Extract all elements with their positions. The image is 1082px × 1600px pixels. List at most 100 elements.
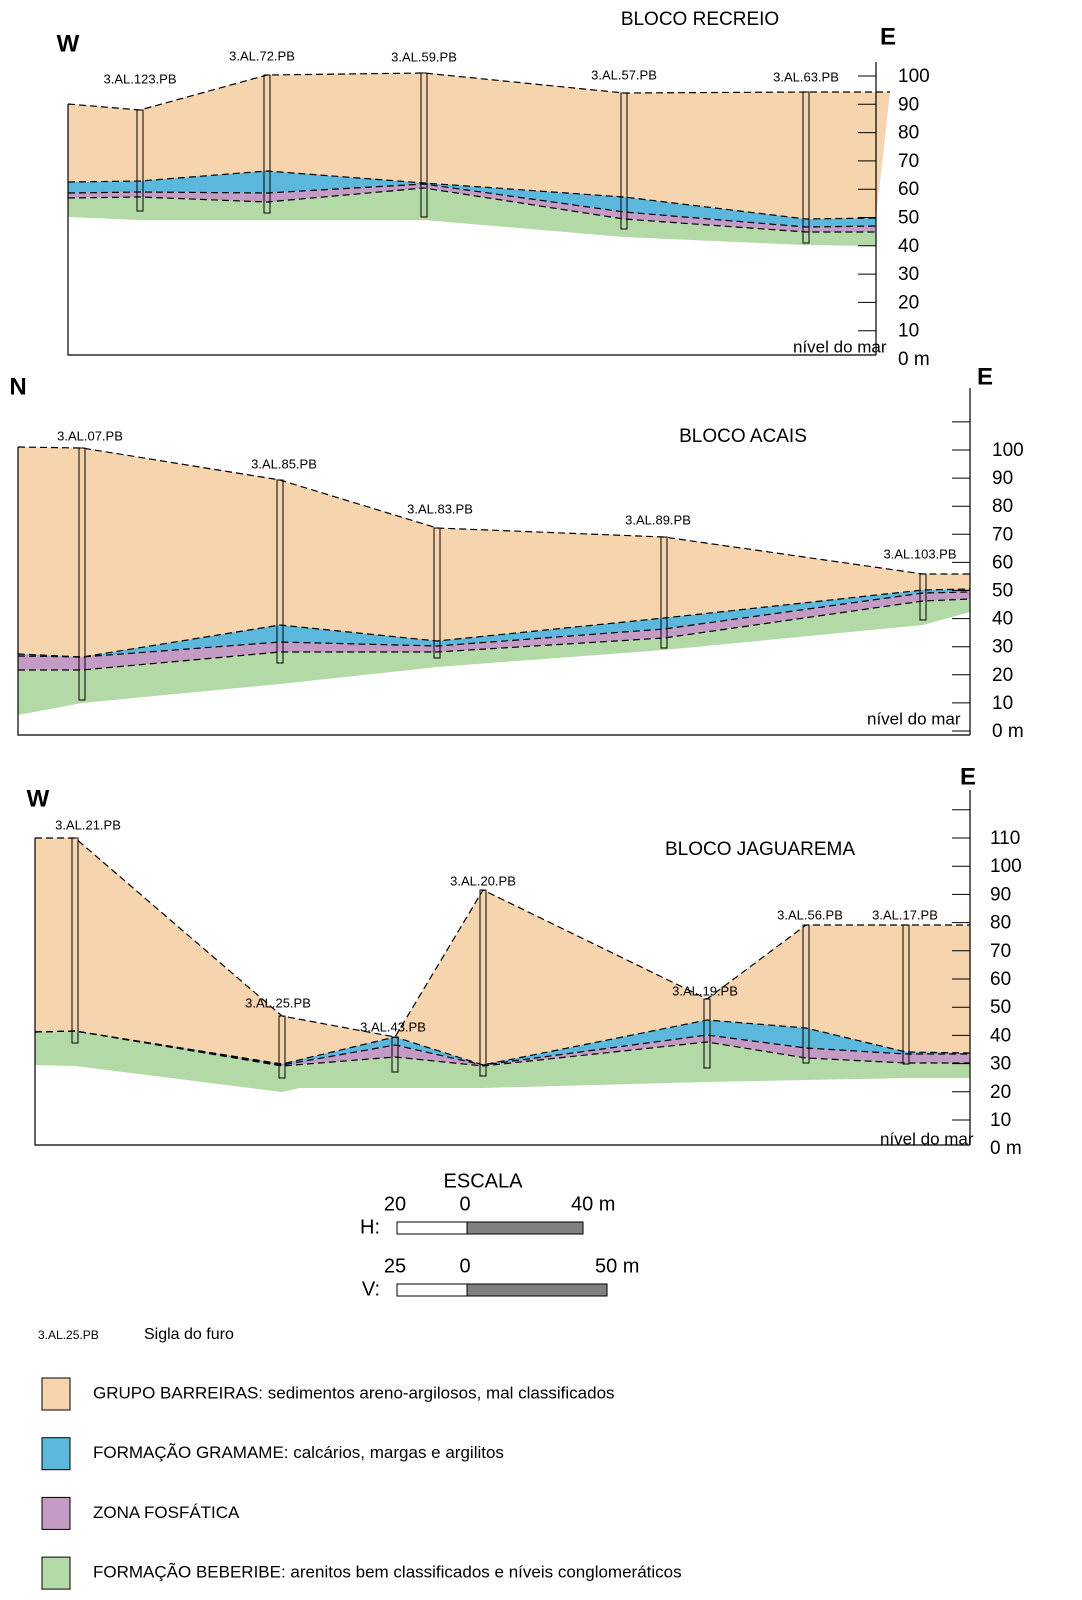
fosfatica-layer (18, 592, 970, 670)
scale-title: ESCALA (444, 1170, 524, 1192)
axis-label: 110 (990, 828, 1020, 849)
direction-west: W (27, 785, 50, 812)
well (420, 72, 428, 218)
well (479, 889, 487, 1077)
direction-west: N (9, 373, 26, 400)
well (136, 109, 144, 212)
axis-label: 50 (898, 208, 919, 229)
direction-east: E (960, 763, 976, 790)
boundary-line (67, 170, 877, 220)
scale-axis: V: (362, 1278, 380, 1300)
frame (67, 104, 876, 356)
axis-label: 40 (990, 1025, 1011, 1046)
axis-label: 80 (898, 123, 919, 144)
boundary-line (34, 1030, 970, 1067)
legend-sample: 3.AL.25.PB (38, 1328, 99, 1342)
direction-east: E (977, 363, 993, 390)
direction-west: W (57, 30, 80, 57)
well-label: 3.AL.103.PB (884, 546, 957, 561)
well (71, 837, 79, 1044)
axis-label: 60 (990, 969, 1011, 990)
boundary-line (17, 588, 971, 658)
sea-level-label: nível do mar (793, 337, 887, 356)
axis-label: 0 m (990, 1138, 1022, 1159)
axis-label: 100 (990, 856, 1022, 877)
boundary-line (67, 183, 877, 228)
well (391, 1036, 399, 1073)
well (78, 447, 86, 701)
well (620, 92, 628, 230)
well (278, 1015, 286, 1079)
axis-label: 20 (898, 292, 919, 313)
scale-bar-white (396, 1283, 468, 1297)
legend-swatch (41, 1556, 71, 1590)
axis-label: 60 (992, 552, 1013, 573)
sea-level-label: nível do mar (867, 709, 961, 728)
cross-section: 110 100 90 80 70 60 50 40 30 20 10 0 m 3.AL.21.PB 3.A… (27, 763, 1022, 1159)
axis-label: 90 (990, 884, 1011, 905)
scale-zero: 0 (459, 1193, 470, 1215)
boundary-line (34, 1030, 970, 1066)
gramame-layer (18, 589, 970, 657)
well (919, 573, 927, 621)
section-title: BLOCO JAGUAREMA (665, 839, 855, 860)
legend-text: GRUPO BARREIRAS: sedimentos areno-argilo… (93, 1383, 615, 1402)
axis-label: 10 (990, 1110, 1011, 1131)
axis-label: 50 (992, 581, 1013, 602)
well-label: 3.AL.20.PB (450, 873, 516, 888)
cross-section: 100 90 80 70 60 50 40 30 20 10 0 m 3.AL.123.PB 3.AL.… (57, 9, 930, 370)
boundary-line (67, 187, 876, 233)
well-label: 3.AL.123.PB (104, 71, 177, 86)
axis-label: 60 (898, 179, 919, 200)
well (263, 74, 271, 214)
legend-swatch (41, 1377, 71, 1411)
axis-label: 30 (898, 264, 919, 285)
scale-bar-gray (466, 1283, 608, 1297)
axis-label: 50 (990, 997, 1011, 1018)
axis-label: 30 (992, 637, 1013, 658)
well-label: 3.AL.25.PB (245, 995, 311, 1010)
well (276, 479, 284, 664)
axis-label: 10 (898, 321, 919, 342)
axis-label: 0 m (898, 349, 930, 370)
legend-text: ZONA FOSFÁTICA (93, 1503, 240, 1522)
section-title: BLOCO RECREIO (621, 9, 779, 30)
barreiras-layer (68, 73, 890, 219)
well (802, 924, 810, 1064)
well (660, 536, 668, 649)
axis-label: 70 (992, 524, 1013, 545)
well-label: 3.AL.57.PB (591, 67, 657, 82)
axis-label: 80 (990, 913, 1011, 934)
beberibe-layer (35, 1031, 970, 1092)
legend-swatch (41, 1437, 71, 1471)
scale-bar-gray (466, 1221, 584, 1235)
fosfatica-layer (35, 1031, 970, 1066)
well (433, 527, 441, 659)
boundary-line (17, 591, 971, 658)
axis-label: 100 (898, 66, 930, 87)
axis-label: 10 (992, 693, 1013, 714)
legend-swatch (41, 1496, 71, 1530)
frame (34, 838, 970, 1146)
axis-label: 70 (898, 151, 919, 172)
scale-zero: 0 (459, 1255, 470, 1277)
scale-bar-white (396, 1221, 468, 1235)
well-label: 3.AL.89.PB (625, 512, 691, 527)
well-label: 3.AL.17.PB (872, 907, 938, 922)
well-label: 3.AL.72.PB (229, 48, 295, 63)
axis-label: 40 (992, 609, 1013, 630)
scale-right: 40 m (571, 1193, 615, 1215)
scale-right: 50 m (595, 1255, 639, 1277)
well (802, 91, 810, 244)
scale-left: 25 (384, 1255, 406, 1277)
barreiras-layer (35, 838, 970, 1065)
well-label: 3.AL.85.PB (251, 456, 317, 471)
well-label: 3.AL.63.PB (773, 69, 839, 84)
legend-sample-text: Sigla do furo (144, 1326, 234, 1343)
boundary-line (18, 598, 971, 671)
axis-label: 80 (992, 496, 1013, 517)
well-label: 3.AL.07.PB (57, 428, 123, 443)
well-label: 3.AL.59.PB (391, 49, 457, 64)
